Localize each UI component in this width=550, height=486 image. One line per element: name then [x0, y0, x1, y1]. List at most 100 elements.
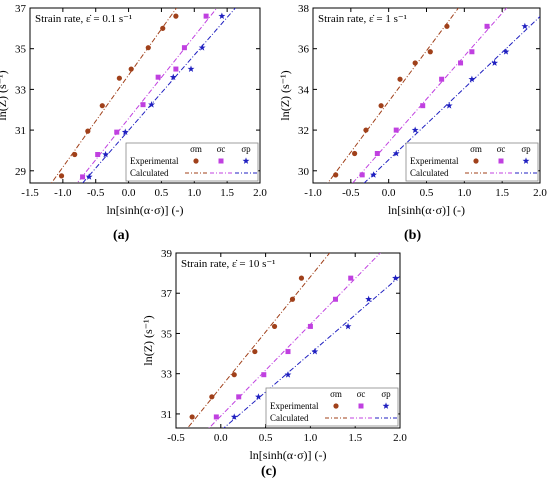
- legend-box: [125, 142, 259, 182]
- data-point-σc: [236, 394, 242, 400]
- legend-experimental-label: Experimental: [130, 156, 179, 166]
- legend-calculated-label: Calculated: [410, 168, 449, 178]
- data-point-σc: [484, 23, 490, 29]
- data-point-σp: [255, 393, 262, 400]
- data-point-σm: [378, 103, 384, 109]
- data-point-σp: [218, 12, 226, 20]
- y-tick-label: 38: [298, 3, 310, 15]
- data-point-σc: [213, 414, 219, 420]
- fit-line-σc: [76, 8, 218, 183]
- legend-experimental-label: Experimental: [410, 156, 459, 166]
- legend-marker-σp: [382, 402, 390, 409]
- data-point-σm: [116, 75, 122, 81]
- data-point-σc: [114, 129, 120, 135]
- data-point-σp: [411, 126, 419, 134]
- data-point-σm: [397, 76, 403, 82]
- x-tick-label: 2.0: [393, 432, 407, 444]
- data-point-σp: [102, 150, 109, 158]
- data-point-σc: [420, 103, 426, 109]
- data-point-σp: [284, 371, 292, 378]
- data-point-σm: [128, 66, 134, 72]
- y-tick-label: 34: [298, 84, 310, 96]
- x-tick-label: 0.5: [155, 187, 169, 199]
- y-tick-label: 31: [161, 409, 172, 421]
- legend-calculated-label: Calculated: [270, 413, 309, 423]
- data-point-σm: [412, 60, 418, 66]
- legend-marker-σm: [473, 158, 479, 164]
- data-point-σc: [261, 372, 267, 378]
- data-point-σc: [173, 66, 179, 72]
- x-tick-label: 1.0: [457, 187, 471, 199]
- legend-box: [265, 387, 399, 427]
- data-point-σm: [289, 296, 296, 302]
- plot-frame: [29, 7, 261, 184]
- x-tick-label: -1.5: [21, 187, 39, 199]
- legend-marker-σm: [193, 158, 199, 164]
- data-point-σm: [352, 150, 358, 157]
- data-point-σp: [365, 295, 373, 303]
- data-point-σc: [80, 174, 86, 180]
- data-point-σm: [252, 348, 258, 355]
- data-point-σm: [58, 173, 65, 179]
- data-point-σp: [85, 173, 93, 180]
- data-point-σc: [285, 349, 291, 355]
- x-tick-label: 0.0: [214, 432, 228, 444]
- panel-label-c: (c): [261, 464, 277, 479]
- legend-header-σc: σc: [217, 144, 226, 154]
- data-point-σp: [121, 128, 129, 136]
- data-point-σm: [145, 45, 151, 51]
- fit-line-σm: [327, 8, 460, 183]
- data-point-σm: [427, 49, 433, 55]
- data-point-σp: [521, 22, 529, 30]
- data-point-σp: [502, 48, 510, 55]
- data-point-σm: [231, 372, 237, 378]
- fit-line-σc: [352, 8, 508, 183]
- chart-panel-b: -1.0 -0.5 0.0 0.5 1.0 1.5 2.0 30 32 34 36 38 ln[sinh…: [278, 3, 547, 217]
- data-point-σm: [160, 25, 166, 31]
- y-tick-label: 36: [298, 44, 310, 56]
- data-point-σp: [198, 44, 206, 51]
- strain-rate-annotation: Strain rate, ε̇ = 10 s⁻¹: [181, 258, 275, 270]
- y-tick-label: 29: [15, 166, 27, 178]
- data-point-σp: [344, 322, 352, 330]
- y-tick-label: 37: [15, 3, 27, 15]
- data-point-σp: [148, 101, 155, 108]
- data-point-σc: [393, 127, 399, 133]
- data-point-σm: [271, 323, 278, 330]
- legend-marker-σc: [498, 158, 504, 164]
- legend-marker-σc: [358, 403, 364, 409]
- fit-line-σm: [50, 8, 178, 183]
- legend-header-σc: σc: [497, 144, 506, 154]
- data-point-σm: [99, 103, 105, 109]
- data-point-σc: [469, 49, 475, 55]
- x-tick-label: 2.0: [533, 187, 547, 199]
- y-tick-label: 35: [15, 44, 27, 56]
- data-point-σm: [209, 394, 215, 400]
- legend-header-σp: σp: [521, 144, 531, 154]
- data-point-σc: [203, 13, 209, 19]
- fit-line-σm: [187, 253, 331, 428]
- chart-panel-a: -1.5 -1.0 -0.5 0.0 0.5 1.0 1.5 2.0 29 31 33 35 37 ln[…: [0, 3, 267, 217]
- x-tick-label: 0.5: [420, 187, 434, 199]
- x-axis-label: ln[sinh(α·σ)] (-): [388, 203, 465, 217]
- legend-header-σp: σp: [381, 389, 391, 399]
- legend-header-σm: σm: [470, 144, 482, 154]
- legend-header-σm: σm: [330, 389, 342, 399]
- y-tick-label: 39: [161, 248, 173, 260]
- chart-panel-c: -0.5 0.0 0.5 1.0 1.5 2.0 31 33 35 37 39 ln[sinh(α·σ…: [141, 248, 407, 462]
- data-point-σp: [392, 149, 400, 157]
- x-tick-label: 1.5: [495, 187, 509, 199]
- panel-label-a: (a): [113, 228, 130, 243]
- data-point-σm: [333, 172, 339, 178]
- data-point-σc: [458, 60, 464, 66]
- x-tick-label: 1.5: [348, 432, 362, 444]
- x-tick-label: 0.5: [259, 432, 273, 444]
- data-point-σc: [307, 323, 313, 329]
- strain-rate-annotation: Strain rate, ε̇ = 0.1 s⁻¹: [35, 13, 132, 25]
- y-tick-label: 33: [15, 84, 27, 96]
- y-tick-label: 30: [298, 166, 310, 178]
- x-tick-label: 1.0: [304, 432, 318, 444]
- legend: σm σc σp Experimental Calculated: [265, 387, 399, 427]
- strain-rate-annotation: Strain rate, ε̇ = 1 s⁻¹: [318, 13, 407, 25]
